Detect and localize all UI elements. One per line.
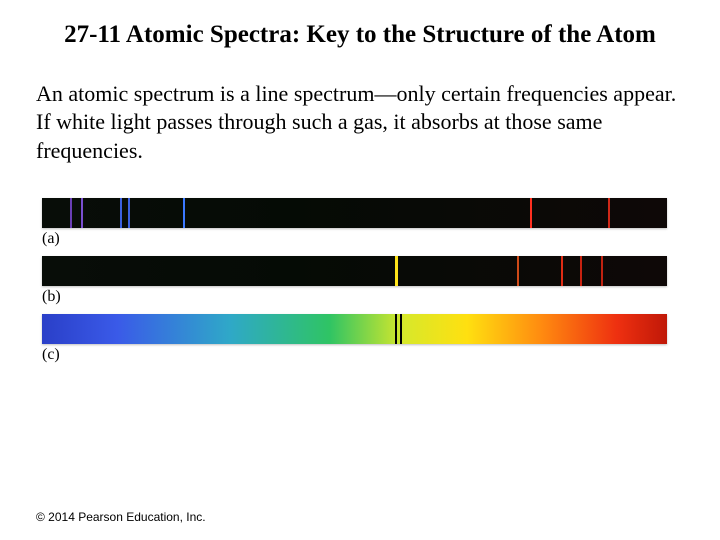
spectral-line — [530, 198, 532, 228]
spectrum-row: (b) — [42, 256, 678, 306]
spectral-line — [517, 256, 519, 286]
spectral-line — [70, 198, 72, 228]
page-title: 27-11 Atomic Spectra: Key to the Structu… — [36, 18, 684, 52]
spectral-line — [395, 314, 397, 344]
spectral-line — [395, 256, 398, 286]
spectral-line — [580, 256, 582, 286]
spectral-line — [400, 314, 402, 344]
spectrum-row: (a) — [42, 198, 678, 248]
spectrum-bar-b — [42, 256, 667, 286]
spectra-figure: (a) (b) (c) — [42, 198, 678, 364]
spectral-line — [183, 198, 185, 228]
spectral-line — [601, 256, 603, 286]
spectral-line — [120, 198, 122, 228]
spectrum-label: (b) — [42, 288, 61, 306]
spectral-line — [561, 256, 563, 286]
spectral-line — [128, 198, 130, 228]
spectral-line — [81, 198, 83, 228]
spectral-line — [608, 198, 610, 228]
spectrum-bar-c — [42, 314, 667, 344]
copyright-text: © 2014 Pearson Education, Inc. — [36, 510, 206, 524]
body-paragraph: An atomic spectrum is a line spectrum—on… — [36, 80, 684, 166]
spectrum-row: (c) — [42, 314, 678, 364]
spectrum-label: (c) — [42, 346, 60, 364]
spectrum-label: (a) — [42, 230, 60, 248]
spectrum-bar-a — [42, 198, 667, 228]
